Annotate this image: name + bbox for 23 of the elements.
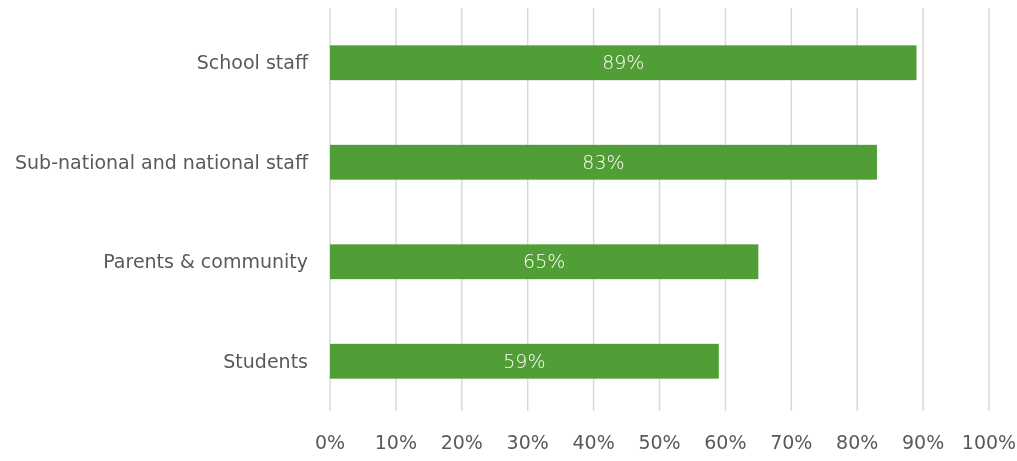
x-tick-label: 50%: [638, 430, 681, 453]
x-tick-label: 30%: [506, 430, 549, 453]
data-label: 65%: [523, 250, 566, 273]
data-label: 89%: [602, 51, 645, 74]
data-label: 59%: [503, 349, 546, 372]
y-tick-label: School staff: [196, 51, 309, 74]
x-tick-label: 90%: [901, 430, 945, 453]
x-tick-label: 80%: [836, 430, 879, 453]
x-tick-label: 20%: [440, 430, 483, 453]
x-tick-label: 60%: [704, 430, 747, 453]
x-tick-label: 40%: [572, 430, 615, 453]
bar: [330, 244, 759, 280]
x-tick-label: 0%: [314, 430, 346, 453]
x-tick-label: 70%: [770, 430, 813, 453]
bar: [330, 144, 877, 180]
data-label: 83%: [582, 150, 625, 173]
y-tick-label: Students: [223, 349, 308, 372]
x-tick-label: 100%: [961, 430, 1017, 453]
bar: [330, 45, 917, 81]
y-tick-label: Parents & community: [103, 250, 308, 273]
bar: [330, 343, 719, 379]
x-tick-label: 10%: [374, 430, 418, 453]
y-tick-label: Sub-national and national staff: [15, 150, 309, 173]
